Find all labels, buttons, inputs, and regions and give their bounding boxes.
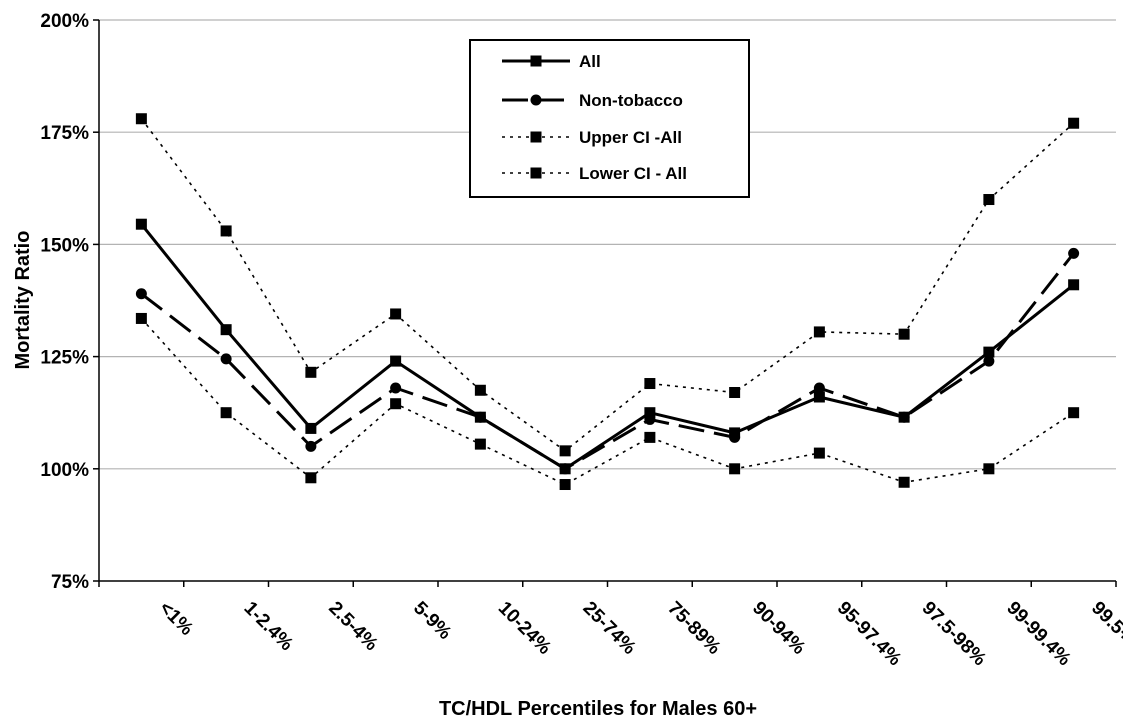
series-lines xyxy=(135,113,1080,491)
data-point xyxy=(390,355,402,367)
x-tick-label: 75-89% xyxy=(663,598,724,659)
y-tick-label: 75% xyxy=(51,572,89,593)
data-point xyxy=(983,355,995,367)
data-point xyxy=(305,422,317,434)
y-tick-label: 175% xyxy=(40,123,89,144)
data-point xyxy=(474,384,486,396)
data-point xyxy=(729,427,741,439)
series-4 xyxy=(135,312,1080,491)
data-point xyxy=(813,326,825,338)
data-point xyxy=(644,407,656,419)
data-point xyxy=(135,312,147,324)
x-tick-label: 5-9% xyxy=(409,598,455,644)
x-tick-label: <1% xyxy=(155,598,197,640)
data-point xyxy=(644,431,656,443)
data-point xyxy=(729,387,741,399)
data-point xyxy=(559,445,571,457)
data-point xyxy=(898,476,910,488)
x-tick-label: 1-2.4% xyxy=(240,598,297,655)
x-tick-label: 25-74% xyxy=(579,598,640,659)
x-tick-label: 99-99.4% xyxy=(1002,598,1074,670)
legend-marker xyxy=(530,55,542,67)
data-point xyxy=(135,113,147,125)
legend-label: Lower CI - All xyxy=(579,164,687,183)
legend-marker xyxy=(530,167,542,179)
legend-marker xyxy=(530,94,542,106)
data-point xyxy=(1068,117,1080,129)
y-tick-label: 100% xyxy=(40,460,89,481)
data-point xyxy=(644,378,656,390)
data-point xyxy=(135,218,147,230)
data-point xyxy=(1068,407,1080,419)
data-point xyxy=(220,225,232,237)
axes xyxy=(93,19,1117,587)
y-axis-title: Mortality Ratio xyxy=(12,231,34,370)
data-point xyxy=(305,440,317,452)
legend-box xyxy=(469,39,750,198)
data-point xyxy=(983,346,995,358)
y-tick-label: 150% xyxy=(40,235,89,256)
data-point xyxy=(474,438,486,450)
data-point xyxy=(729,463,741,475)
x-tick-label: 95-97.4% xyxy=(833,598,905,670)
data-point xyxy=(220,324,232,336)
x-tick-label: 99.5+% xyxy=(1087,598,1123,659)
x-tick-label: 10-24% xyxy=(494,598,555,659)
data-point xyxy=(220,407,232,419)
data-point xyxy=(983,463,995,475)
data-point xyxy=(813,447,825,459)
data-point xyxy=(135,288,147,300)
gridlines xyxy=(99,19,1116,470)
legend-item: Lower CI - All xyxy=(502,164,687,183)
series-3 xyxy=(135,113,1080,457)
data-point xyxy=(559,479,571,491)
legend-label: Upper CI -All xyxy=(579,128,682,147)
series-1 xyxy=(135,218,1080,475)
data-point xyxy=(983,194,995,206)
data-point xyxy=(305,472,317,484)
legend-label: All xyxy=(579,52,601,71)
legend-item: All xyxy=(502,52,601,71)
data-point xyxy=(559,463,571,475)
data-point xyxy=(813,382,825,394)
data-point xyxy=(474,411,486,423)
legend-marker xyxy=(530,131,542,143)
x-axis-title: TC/HDL Percentiles for Males 60+ xyxy=(439,698,757,720)
data-point xyxy=(390,398,402,410)
data-point xyxy=(1068,247,1080,259)
data-point xyxy=(305,366,317,378)
x-tick-label: 97.5-98% xyxy=(918,598,990,670)
data-point xyxy=(1068,279,1080,291)
series-line xyxy=(140,118,1075,452)
data-point xyxy=(898,328,910,340)
legend-item: Upper CI -All xyxy=(502,128,682,147)
x-tick-labels: <1% 1-2.4% 2.5-4% 5-9% 10-24% 25-74% 75-89% 90-… xyxy=(155,598,1123,670)
series-line xyxy=(140,223,1075,471)
legend-item: Non-tobacco xyxy=(502,91,683,110)
legend-label: Non-tobacco xyxy=(579,91,683,110)
y-tick-label: 200% xyxy=(40,11,89,32)
x-tick-label: 90-94% xyxy=(748,598,809,659)
data-point xyxy=(898,411,910,423)
y-tick-label: 125% xyxy=(40,348,89,369)
series-line xyxy=(140,317,1075,486)
data-point xyxy=(813,391,825,403)
y-tick-labels: 75% 100% 125% 150% 175% 200% xyxy=(40,11,89,593)
legend: All Non-tobacco Upper CI -All Lower CI - Al… xyxy=(469,39,750,198)
data-point xyxy=(390,308,402,320)
data-point xyxy=(220,353,232,365)
x-tick-label: 2.5-4% xyxy=(324,598,381,655)
data-point xyxy=(390,382,402,394)
